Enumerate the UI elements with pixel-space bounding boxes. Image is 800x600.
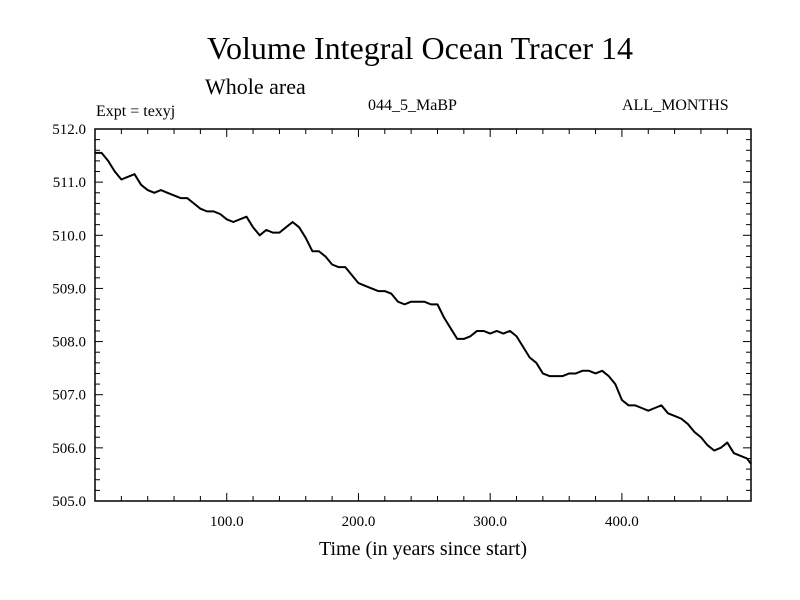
x-tick-label: 300.0 bbox=[473, 514, 507, 530]
months-label: ALL_MONTHS bbox=[622, 97, 729, 114]
y-tick-label: 511.0 bbox=[53, 175, 86, 191]
x-tick-label: 400.0 bbox=[605, 514, 639, 530]
chart-title: Volume Integral Ocean Tracer 14 bbox=[207, 30, 633, 66]
run-label: 044_5_MaBP bbox=[368, 97, 457, 114]
y-tick-label: 507.0 bbox=[52, 388, 86, 404]
experiment-label: Expt = texyj bbox=[96, 103, 176, 120]
y-tick-label: 505.0 bbox=[52, 494, 86, 510]
plot-frame bbox=[94, 128, 752, 502]
axis-ticks bbox=[95, 129, 751, 501]
series-line bbox=[95, 151, 752, 465]
y-tick-label: 509.0 bbox=[52, 281, 86, 297]
x-tick-label: 200.0 bbox=[342, 514, 376, 530]
chart-subtitle: Whole area bbox=[205, 74, 306, 99]
y-tick-label: 510.0 bbox=[52, 228, 86, 244]
y-tick-label: 512.0 bbox=[52, 122, 86, 138]
tick-labels: 100.0 200.0 300.0 400.0 505.0 506.0 507.0 508.0… bbox=[52, 122, 639, 530]
y-tick-label: 508.0 bbox=[52, 335, 86, 351]
x-tick-label: 100.0 bbox=[210, 514, 244, 530]
x-axis-label: Time (in years since start) bbox=[319, 538, 527, 560]
y-tick-label: 506.0 bbox=[52, 441, 86, 457]
